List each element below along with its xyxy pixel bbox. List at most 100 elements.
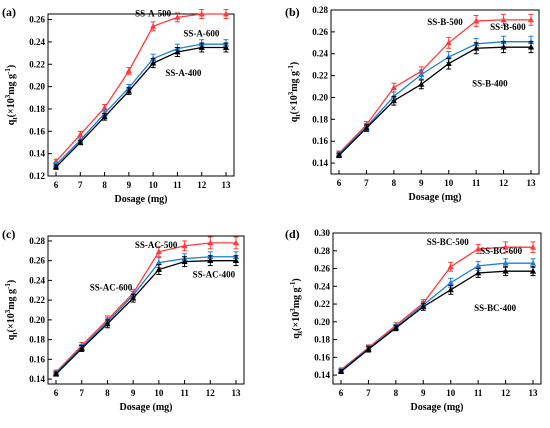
y-tick-label: 0.24 [312, 49, 328, 59]
series-line [338, 46, 531, 156]
series-line [340, 246, 533, 371]
x-tick-label: 6 [339, 388, 344, 398]
data-point [502, 259, 509, 266]
series-line [55, 43, 226, 166]
data-point [447, 286, 454, 293]
x-tick-label: 10 [444, 178, 454, 188]
x-tick-label: 11 [173, 180, 182, 190]
data-point [445, 39, 452, 46]
x-tick-label: 10 [154, 388, 164, 398]
series-label: SS-BC-500 [427, 237, 470, 247]
x-tick-label: 10 [149, 180, 159, 190]
data-point [390, 97, 397, 104]
data-point [232, 257, 240, 264]
series-SS-AC-400: SS-AC-400 [52, 255, 240, 377]
y-tick-label: 0.24 [29, 37, 45, 47]
data-point [104, 320, 111, 327]
x-tick-label: 13 [222, 180, 232, 190]
data-point [529, 267, 537, 274]
data-point [77, 139, 84, 145]
y-tick-label: 0.14 [314, 370, 330, 380]
x-tick-label: 6 [54, 388, 59, 398]
data-point [390, 84, 397, 91]
data-point [445, 60, 452, 66]
x-tick-label: 12 [501, 388, 511, 398]
x-tick-label: 6 [54, 180, 59, 190]
data-point [475, 262, 482, 269]
data-point [337, 368, 345, 374]
y-axis-label: qt(×103mg g-1) [289, 278, 304, 338]
x-tick-label: 13 [232, 388, 242, 398]
y-tick-label: 0.22 [314, 299, 330, 309]
panel-label: (b) [285, 5, 300, 19]
y-tick-label: 0.14 [29, 149, 45, 159]
series-label: SS-A-400 [165, 68, 202, 78]
y-tick-label: 0.28 [312, 5, 328, 15]
x-tick-label: 13 [527, 178, 537, 188]
series-line [55, 242, 236, 373]
data-point [473, 17, 480, 24]
series-line [55, 46, 226, 168]
y-tick-label: 0.26 [312, 27, 328, 37]
data-point [198, 10, 205, 17]
data-point [232, 239, 240, 246]
x-tick-label: 8 [392, 178, 397, 188]
y-axis-label: qt(×103mg g-1) [4, 280, 19, 340]
x-tick-label: 7 [364, 178, 369, 188]
data-point [198, 44, 205, 50]
x-axis-label: Dosage (mg) [119, 402, 172, 413]
x-tick-label: 12 [197, 180, 207, 190]
data-point [181, 258, 188, 265]
data-point [174, 14, 181, 20]
x-tick-label: 7 [79, 388, 84, 398]
y-tick-label: 0.22 [29, 295, 45, 305]
panel-label: (c) [2, 227, 15, 241]
x-tick-label: 9 [421, 388, 426, 398]
data-point [365, 346, 372, 352]
plot-frame [330, 9, 540, 175]
y-tick-label: 0.18 [312, 114, 328, 124]
series-line [338, 19, 531, 154]
data-point [447, 279, 454, 286]
panel-label: (a) [2, 5, 16, 19]
x-tick-label: 9 [127, 180, 132, 190]
x-tick-label: 12 [499, 178, 509, 188]
series-label: SS-AC-600 [90, 282, 133, 292]
series-line [340, 270, 533, 373]
data-point [52, 163, 60, 170]
series-label: SS-A-500 [135, 8, 172, 18]
x-tick-label: 13 [529, 388, 539, 398]
series-line [340, 262, 533, 372]
series-label: SS-AC-500 [135, 240, 178, 250]
data-point [500, 43, 507, 50]
y-tick-label: 0.14 [29, 374, 45, 384]
series-label: SS-BC-400 [474, 303, 517, 313]
data-point [207, 257, 214, 264]
data-point [473, 45, 480, 51]
x-tick-label: 11 [180, 388, 189, 398]
x-tick-label: 9 [419, 178, 424, 188]
data-point [529, 259, 537, 266]
data-point [78, 345, 85, 351]
x-tick-label: 10 [446, 388, 456, 398]
chart-panel-a: (a) 0.12 0.14 0.16 0.18 0.20 0.22 0.24 0.26 6 7 8 9 1… [2, 5, 235, 205]
data-point [418, 71, 425, 77]
y-tick-label: 0.16 [29, 126, 45, 136]
x-tick-label: 6 [337, 178, 342, 188]
y-tick-label: 0.24 [314, 281, 330, 291]
y-tick-label: 0.28 [314, 246, 330, 256]
data-point [502, 243, 509, 250]
data-point [222, 10, 230, 17]
y-tick-label: 0.20 [29, 82, 45, 92]
y-axis-label: qt(×103mg g-1) [4, 65, 19, 125]
plot-frame [47, 13, 235, 177]
series-line [55, 256, 236, 374]
data-point [181, 242, 188, 249]
data-point [125, 87, 132, 94]
series-line [55, 260, 236, 375]
series-label: SS-B-400 [472, 78, 508, 88]
data-point [475, 269, 482, 276]
data-point [174, 48, 181, 55]
y-tick-label: 0.22 [312, 71, 328, 81]
